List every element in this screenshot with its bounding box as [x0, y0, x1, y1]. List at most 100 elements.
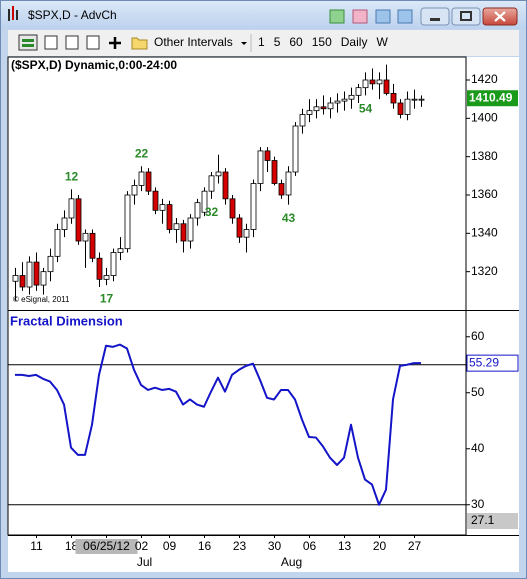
candle-body-up: [159, 204, 166, 211]
candle-body-down: [75, 198, 82, 242]
link-button[interactable]: [329, 9, 345, 24]
interval-button[interactable]: 60: [289, 35, 303, 49]
candle-body-down: [145, 171, 152, 192]
y-tick-label: 50: [471, 385, 485, 399]
y-tick-label: 40: [471, 441, 485, 455]
interval-button[interactable]: 150: [312, 35, 332, 49]
candle-body-down: [19, 275, 26, 288]
candle-body-up: [82, 232, 89, 242]
toolbar-button[interactable]: [18, 34, 38, 51]
candle-body-up: [26, 261, 33, 288]
price-title: ($SPX,D) Dynamic,0:00-24:00: [11, 58, 177, 72]
interval-button[interactable]: 5: [274, 35, 281, 49]
candle-body-up: [285, 171, 292, 196]
candle-body-up: [348, 94, 355, 100]
candle-body-down: [390, 93, 397, 104]
window-title: $SPX,D - AdvCh: [28, 8, 117, 22]
candle-body-up: [411, 98, 418, 101]
x-tick-label: 18: [65, 539, 79, 553]
scale-floor-label: 27.1: [471, 513, 495, 527]
minimize-button[interactable]: [420, 7, 450, 26]
link-button[interactable]: [397, 9, 413, 24]
toolbar-button[interactable]: [109, 37, 121, 49]
candle-body-up: [117, 248, 124, 253]
candle-body-up: [362, 79, 369, 89]
x-tick-label: 09: [163, 539, 177, 553]
interval-buttons: 1 5 60 150 Daily W: [258, 35, 388, 49]
chart-area: [8, 57, 519, 572]
fractal-label: 54: [359, 102, 373, 116]
candle-body-up: [201, 190, 208, 213]
toolbar-button[interactable]: [86, 35, 100, 50]
toolbar-button[interactable]: [44, 35, 58, 50]
x-tick-label: 02: [135, 539, 149, 553]
fractal-label: 43: [282, 211, 296, 225]
link-button[interactable]: [352, 9, 368, 24]
candle-body-up: [313, 106, 320, 112]
candle-body-up: [187, 217, 194, 242]
candle-body-down: [271, 160, 278, 184]
y-tick-label: 1420: [471, 72, 498, 86]
last-price-label: 1410.49: [469, 90, 513, 104]
watermark: © eSignal, 2011: [13, 295, 70, 304]
y-tick-label: 1340: [471, 226, 498, 240]
cursor-date-box: [75, 539, 138, 554]
y-tick-label: 30: [471, 497, 485, 511]
candle-body-up: [376, 79, 383, 85]
x-tick-label: 20: [373, 539, 387, 553]
x-tick-label: 06: [303, 539, 317, 553]
candle-body-down: [96, 257, 103, 280]
y-tick-label: 1380: [471, 149, 498, 163]
interval-button[interactable]: 1: [258, 35, 265, 49]
candle-body-up: [334, 100, 341, 104]
candle-body-down: [222, 171, 229, 200]
link-button[interactable]: [375, 9, 391, 24]
maximize-button[interactable]: [451, 7, 481, 26]
folder-icon[interactable]: [131, 37, 148, 50]
interval-button[interactable]: Daily: [341, 35, 368, 49]
y-tick-label: 1360: [471, 187, 498, 201]
candle-body-up: [68, 198, 75, 219]
candle-body-up: [292, 125, 299, 173]
candle-body-up: [40, 271, 47, 286]
toolbar-button[interactable]: [65, 35, 79, 50]
link-buttons[interactable]: [329, 9, 413, 24]
candle-body-up: [54, 229, 61, 257]
close-button[interactable]: [482, 7, 518, 26]
candle-body-down: [369, 79, 376, 85]
candle-body-up: [355, 87, 362, 96]
x-tick-label: 06/25/12: [83, 539, 130, 553]
candle-body-down: [152, 190, 159, 211]
candle-body-up: [173, 223, 180, 230]
maximize-glyph: [460, 11, 472, 21]
last-price-box: [467, 90, 518, 107]
y-tick-label: 60: [471, 329, 485, 343]
scale-floor-box: [467, 513, 518, 529]
x-tick-label: 13: [338, 539, 352, 553]
candle-body-down: [383, 79, 390, 94]
candle-body-up: [404, 98, 411, 115]
candle-body-up: [138, 171, 145, 186]
candle-body-down: [33, 261, 40, 286]
fractal-label: 17: [100, 291, 114, 305]
candle-body-up: [327, 102, 334, 110]
candle-body-up: [110, 252, 117, 276]
intervals-menu[interactable]: Other Intervals: [154, 35, 233, 49]
app-icon: [8, 6, 18, 21]
minimize-box[interactable]: [420, 7, 450, 26]
maximize-box[interactable]: [451, 7, 481, 26]
fractal-label: 12: [65, 169, 79, 183]
candle-body-up: [12, 275, 19, 282]
candle-body-down: [236, 217, 243, 238]
candle-body-down: [320, 106, 327, 110]
candle-body-up: [299, 114, 306, 127]
candle-body-up: [418, 98, 425, 101]
toolbar-icons: [18, 34, 148, 51]
candle-body-up: [306, 110, 313, 115]
interval-button[interactable]: W: [376, 35, 388, 49]
candle-body-down: [264, 150, 271, 161]
fractal-label: 22: [135, 146, 149, 160]
month-label: Aug: [281, 555, 302, 569]
candle-body-down: [166, 204, 173, 230]
x-tick-label: 23: [233, 539, 247, 553]
